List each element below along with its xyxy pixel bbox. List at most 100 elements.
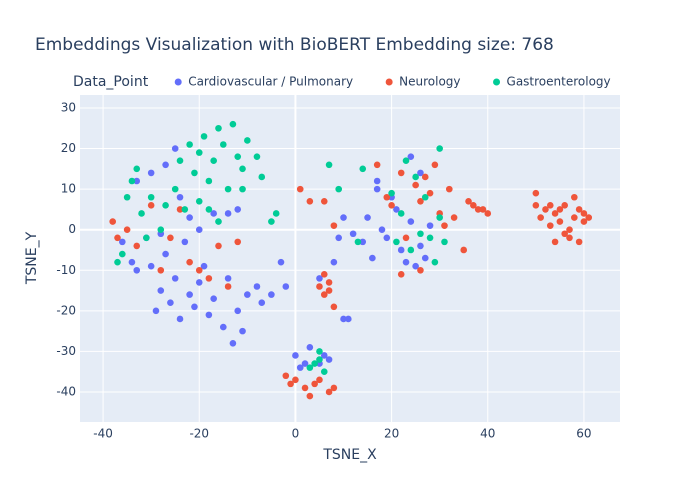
chart-title: Embeddings Visualization with BioBERT Em… [35,35,554,55]
data-point [388,202,395,209]
data-point [532,202,540,209]
data-point [335,234,342,242]
data-point [186,214,193,221]
data-point [402,258,410,266]
data-point [176,315,184,323]
data-point [320,291,328,298]
data-point [383,193,391,201]
data-point [359,165,367,173]
data-point [571,193,578,201]
data-point [171,275,179,282]
data-point [191,169,198,177]
data-point [258,299,266,307]
data-point [258,173,266,181]
data-point [546,202,554,209]
data-point [441,222,448,229]
y-tick-label: -10 [56,263,76,277]
data-point [133,242,141,250]
data-point [397,246,405,254]
data-point [388,189,395,197]
legend-label: Cardiovascular / Pulmonary [188,75,353,89]
data-point [181,206,189,213]
data-point [316,356,323,363]
data-point [412,181,419,189]
data-point [181,238,189,246]
x-tick-label: -20 [189,427,209,441]
data-point [195,197,203,205]
y-tick-label: -20 [56,303,76,317]
y-tick-label: 10 [61,182,76,196]
data-point [210,295,217,302]
data-point [402,234,410,242]
y-tick-label: 20 [61,141,76,155]
data-point [441,238,448,246]
data-point [195,149,203,156]
data-point [147,193,155,201]
data-point [320,197,328,205]
data-point [253,283,261,290]
data-point [402,157,410,165]
data-point [229,339,237,347]
data-point [162,250,169,258]
data-point [421,193,429,201]
data-point [566,226,573,233]
data-point [224,210,232,217]
data-point [431,258,439,266]
data-point [167,299,174,307]
data-point [234,206,242,213]
data-point [335,185,342,193]
data-point [325,287,333,294]
data-point [244,291,251,298]
data-point [234,238,242,246]
data-point [465,197,472,205]
data-point [157,226,165,233]
data-point [445,185,453,193]
data-point [311,380,318,388]
data-point [114,258,121,266]
data-point [287,380,294,388]
data-point [215,218,222,225]
data-point [292,352,299,359]
data-point [417,266,424,274]
data-point [171,185,179,193]
data-point [306,197,314,205]
data-point [171,145,179,152]
data-point [397,210,405,217]
data-point [373,185,381,193]
data-point [119,238,126,246]
data-point [397,271,405,278]
data-point [128,258,136,266]
data-point [393,206,400,213]
data-point [364,214,371,221]
data-point [229,120,237,128]
data-point [162,161,169,169]
data-point [325,388,333,396]
data-point [407,153,415,160]
data-point [306,364,314,371]
legend-label: Neurology [399,75,460,89]
legend-label: Gastroenterology [507,75,611,89]
data-point [407,218,415,225]
data-point [296,364,304,371]
data-point [378,226,386,233]
data-point [119,250,126,258]
data-point [239,327,246,335]
data-point [479,206,487,213]
data-point [282,372,290,380]
data-point [585,214,593,221]
data-point [484,210,492,217]
data-point [234,307,242,315]
y-tick-label: 30 [61,100,76,114]
data-point [426,222,434,229]
x-tick-label: 60 [576,427,591,441]
data-point [412,173,419,181]
data-point [176,193,184,201]
data-point [580,218,588,225]
legend-marker [174,78,182,86]
data-point [234,153,242,160]
data-point [114,234,121,242]
data-point [133,177,141,185]
data-point [556,206,564,213]
data-point [369,254,376,262]
data-point [330,258,338,266]
